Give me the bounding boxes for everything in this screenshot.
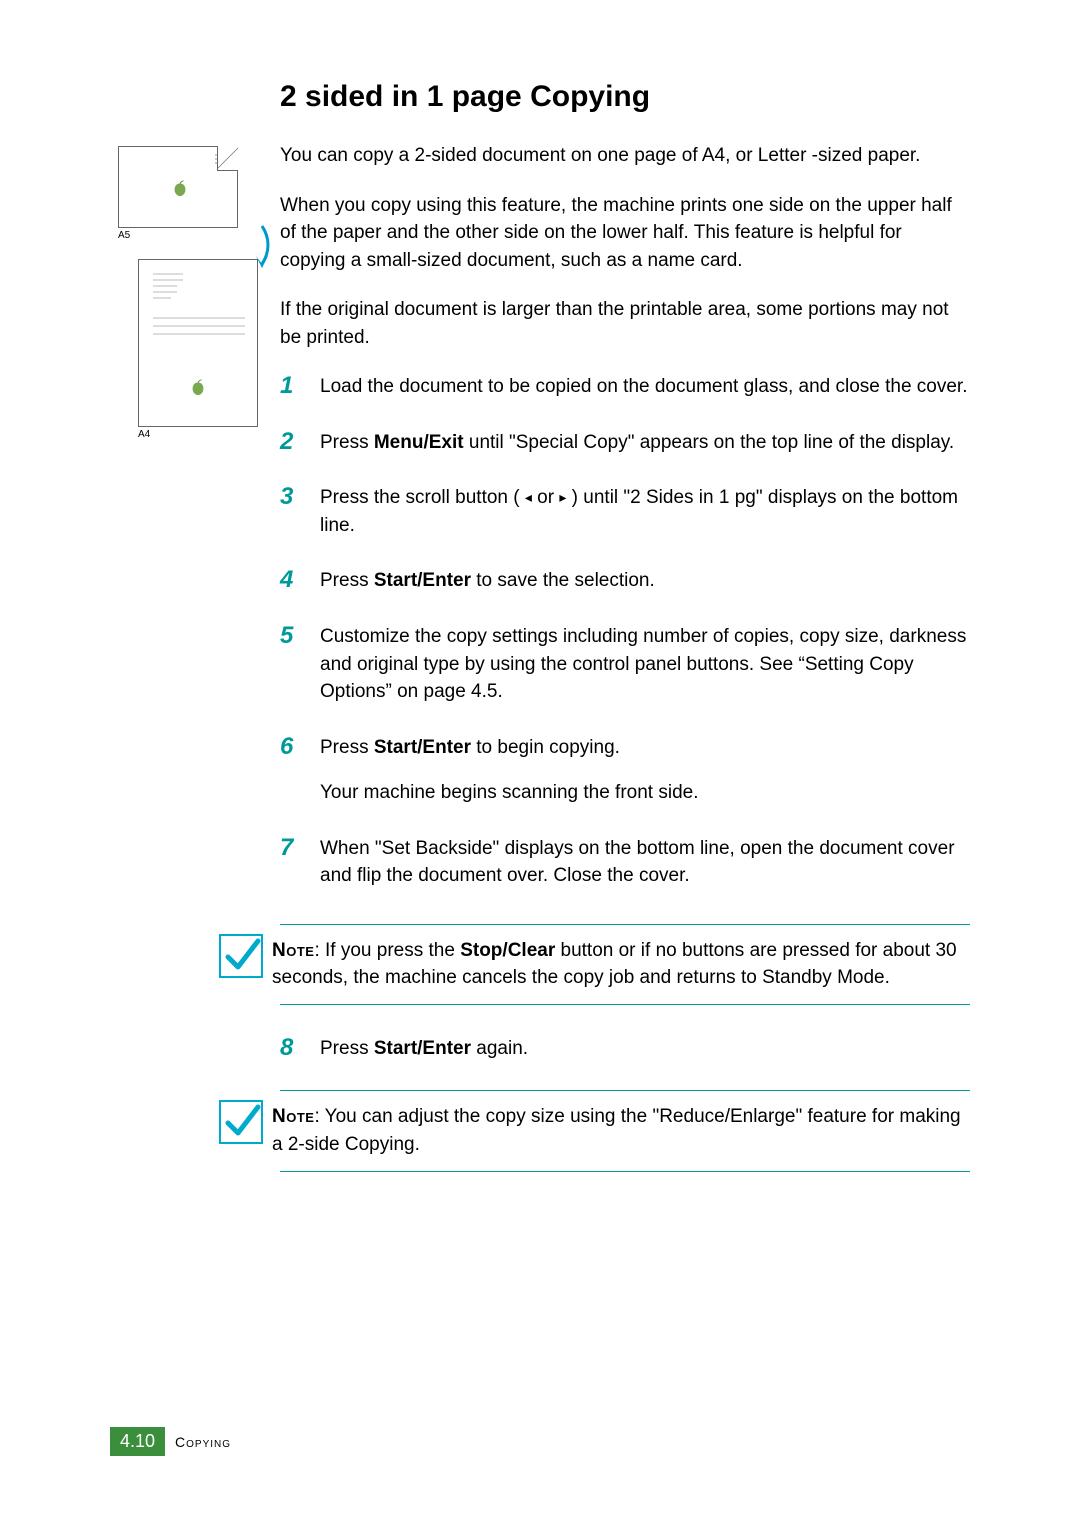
page-number-badge: 4.10 xyxy=(110,1427,165,1456)
doc-lines-icon xyxy=(153,272,193,306)
note-block: Note: If you press the Stop/Clear button… xyxy=(280,924,970,1005)
step-list: 1 Load the document to be copied on the … xyxy=(280,373,970,890)
t: to save the selection. xyxy=(471,570,655,591)
page-footer: 4.10 Copying xyxy=(110,1427,231,1456)
apple-icon xyxy=(171,179,189,197)
step-number: 3 xyxy=(280,484,320,510)
t-bold: Start/Enter xyxy=(374,1038,471,1059)
step-text: Customize the copy settings including nu… xyxy=(320,623,970,706)
step-text: When "Set Backside" displays on the bott… xyxy=(320,835,970,890)
t: Press xyxy=(320,570,374,591)
step-number: 5 xyxy=(280,623,320,649)
checkmark-icon xyxy=(218,933,272,984)
step-number: 8 xyxy=(280,1035,320,1061)
step-number: 6 xyxy=(280,734,320,760)
step-item: 7 When "Set Backside" displays on the bo… xyxy=(280,835,970,890)
t: until "Special Copy" appears on the top … xyxy=(464,432,955,453)
page-title: 2 sided in 1 page Copying xyxy=(280,80,970,114)
t: Press xyxy=(320,432,374,453)
diagram: A5 xyxy=(110,142,280,440)
step-text: Press Start/Enter to save the selection. xyxy=(320,567,970,595)
intro-para: When you copy using this feature, the ma… xyxy=(280,192,970,275)
step-text: Press Start/Enter again. xyxy=(320,1035,970,1063)
step-text: Load the document to be copied on the do… xyxy=(320,373,970,401)
intro-para: You can copy a 2-sided document on one p… xyxy=(280,142,970,170)
step-item: 5 Customize the copy settings including … xyxy=(280,623,970,706)
step-number: 1 xyxy=(280,373,320,399)
checkmark-icon xyxy=(218,1099,272,1150)
intro-para: If the original document is larger than … xyxy=(280,296,970,351)
step-text: Press Menu/Exit until "Special Copy" app… xyxy=(320,429,970,457)
doc-lines-icon xyxy=(153,316,245,340)
note-label: Note xyxy=(272,1106,314,1127)
t: : If you press the xyxy=(314,940,460,961)
t: or xyxy=(532,487,559,508)
step-subtext: Your machine begins scanning the front s… xyxy=(320,779,970,807)
t: : You can adjust the copy size using the… xyxy=(272,1106,961,1155)
apple-icon xyxy=(189,378,207,396)
content-row: A5 xyxy=(110,142,970,918)
diagram-a4-sheet xyxy=(138,259,258,427)
step-text: Press the scroll button ( ◂ or ▸ ) until… xyxy=(320,484,970,539)
step-item: 4 Press Start/Enter to save the selectio… xyxy=(280,567,970,595)
note-label: Note xyxy=(272,940,314,961)
t-bold: Start/Enter xyxy=(374,570,471,591)
step-item: 3 Press the scroll button ( ◂ or ▸ ) unt… xyxy=(280,484,970,539)
step-item: 8 Press Start/Enter again. xyxy=(280,1035,970,1063)
note-text: Note: You can adjust the copy size using… xyxy=(272,1103,970,1158)
t: Press the scroll button ( xyxy=(320,487,525,508)
step-number: 2 xyxy=(280,429,320,455)
note-text: Note: If you press the Stop/Clear button… xyxy=(272,937,970,992)
doc-lines-icon xyxy=(213,151,231,173)
t-bold: Stop/Clear xyxy=(460,940,555,961)
diagram-a5-sheet xyxy=(118,146,238,228)
t: Press xyxy=(320,1038,374,1059)
step-text: Press Start/Enter to begin copying. Your… xyxy=(320,734,970,807)
diagram-a4-label: A4 xyxy=(138,429,270,440)
body-text: You can copy a 2-sided document on one p… xyxy=(280,142,970,918)
note-block: Note: You can adjust the copy size using… xyxy=(280,1090,970,1171)
t-bold: Menu/Exit xyxy=(374,432,464,453)
step-number: 7 xyxy=(280,835,320,861)
t: to begin copying. xyxy=(471,737,620,758)
t: Press xyxy=(320,737,374,758)
step-item: 1 Load the document to be copied on the … xyxy=(280,373,970,401)
step-item: 6 Press Start/Enter to begin copying. Yo… xyxy=(280,734,970,807)
step-number: 4 xyxy=(280,567,320,593)
t-bold: Start/Enter xyxy=(374,737,471,758)
step-item: 2 Press Menu/Exit until "Special Copy" a… xyxy=(280,429,970,457)
section-label: Copying xyxy=(175,1434,231,1450)
left-arrow-icon: ◂ xyxy=(525,489,532,505)
step-list: 8 Press Start/Enter again. xyxy=(280,1035,970,1063)
t: again. xyxy=(471,1038,528,1059)
